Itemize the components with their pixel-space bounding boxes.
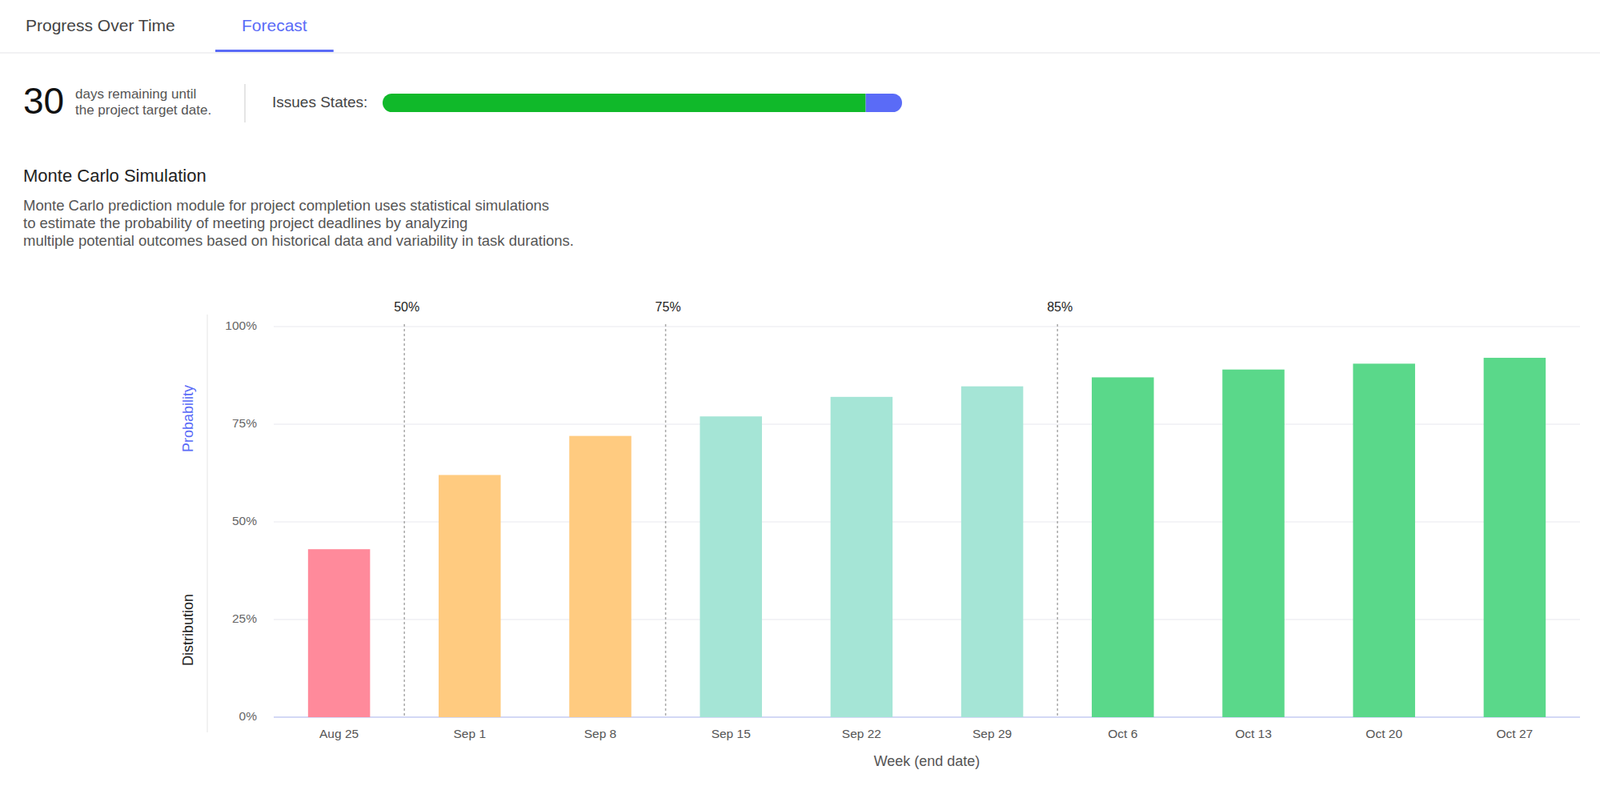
left-rule — [206, 314, 209, 733]
y-tick-label: 25% — [232, 611, 257, 626]
bar — [1091, 376, 1155, 718]
x-tick-label: Sep 8 — [584, 726, 618, 741]
issues-segment — [866, 93, 903, 113]
threshold-line — [1056, 324, 1059, 718]
y-tick-label: 50% — [232, 513, 257, 528]
bar — [961, 386, 1024, 718]
bar — [569, 436, 632, 718]
issues-bar — [382, 93, 903, 113]
threshold-label: 75% — [655, 300, 682, 314]
tab-underline — [215, 49, 334, 53]
y-tick-label: 100% — [224, 318, 257, 333]
days-text: days remaining until — [75, 86, 197, 102]
x-tick-label: Sep 22 — [842, 726, 882, 741]
bar — [308, 549, 371, 718]
canvas: Progress Over Time Forecast 30 days remaini… — [0, 0, 1600, 798]
grid-line — [273, 326, 1580, 328]
bar — [438, 474, 502, 718]
threshold-label: 85% — [1046, 300, 1073, 314]
section-description: to estimate the probability of meeting p… — [23, 214, 468, 232]
x-tick-label: Sep 1 — [453, 726, 487, 741]
bar — [830, 396, 894, 718]
issues-segment — [382, 93, 867, 113]
bar — [1352, 363, 1416, 718]
threshold-line — [403, 324, 406, 718]
page: { "tabs": [ {"label": "Progress Over Tim… — [0, 0, 1600, 798]
section-description: Monte Carlo prediction module for projec… — [23, 196, 550, 214]
bars — [308, 357, 1546, 718]
section-description: multiple potential outcomes based on his… — [23, 232, 574, 249]
x-axis-title: Week (end date) — [874, 753, 981, 770]
tab[interactable]: Progress Over Time — [25, 16, 176, 35]
y-tick-label: 0% — [239, 709, 258, 723]
tab-border — [0, 52, 1600, 54]
divider — [244, 84, 246, 123]
x-tick-label: Sep 15 — [711, 726, 751, 741]
x-tick-label: Oct 27 — [1496, 726, 1534, 741]
x-tick-label: Oct 6 — [1107, 726, 1138, 741]
section-title: Monte Carlo Simulation — [23, 165, 207, 186]
threshold-label: 50% — [393, 300, 420, 314]
root: Progress Over Time Forecast 30 days remaini… — [0, 0, 1600, 798]
threshold-line — [665, 324, 667, 718]
x-tick-label: Oct 20 — [1365, 726, 1403, 741]
days-text: the project target date. — [75, 102, 212, 118]
issues-label: Issues States: — [272, 93, 368, 111]
distribution-title: Distribution — [180, 593, 197, 666]
bar — [1222, 369, 1285, 718]
x-tick-label: Oct 13 — [1235, 726, 1272, 741]
x-tick-label: Sep 29 — [972, 726, 1012, 741]
y-axis-title: Probability — [180, 384, 197, 453]
chart: 0% 25% 50% 75% 100% Aug 25 Sep 1 Sep 8 Sep 15 Sep… — [180, 300, 1580, 770]
tab[interactable]: Forecast — [241, 16, 308, 35]
bar — [699, 416, 762, 718]
bar — [1483, 357, 1547, 718]
y-tick-label: 75% — [232, 416, 257, 430]
x-tick-label: Aug 25 — [319, 726, 359, 741]
days-remaining: 30 — [23, 80, 65, 122]
